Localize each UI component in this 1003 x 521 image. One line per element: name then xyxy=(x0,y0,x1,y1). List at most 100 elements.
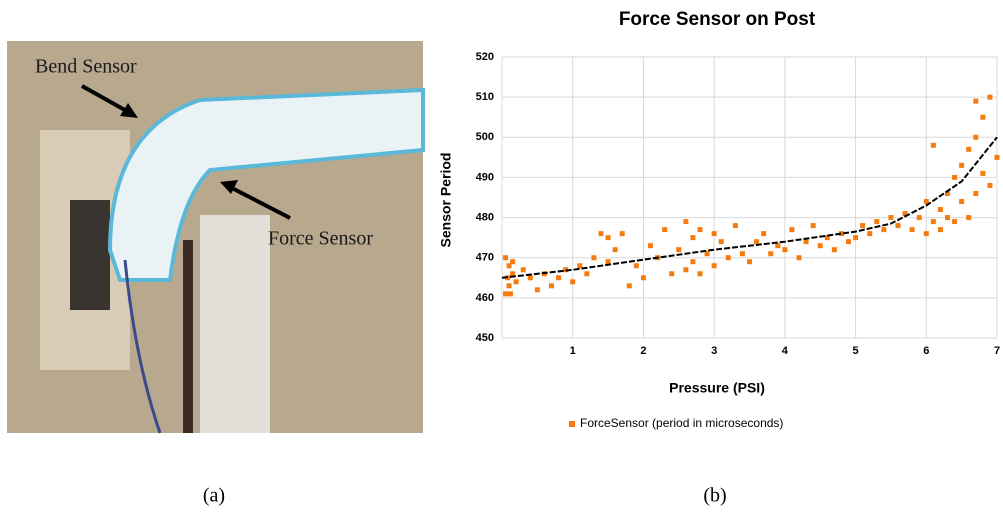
y-tick-label: 450 xyxy=(476,332,494,344)
point xyxy=(987,94,993,100)
caption: (b) xyxy=(703,485,726,507)
y-tick-label: 470 xyxy=(476,252,494,264)
x-tick-label: 4 xyxy=(782,345,789,357)
point xyxy=(853,235,859,241)
point xyxy=(846,239,851,245)
point xyxy=(867,231,873,237)
trend-line xyxy=(501,136,998,279)
point xyxy=(952,219,958,225)
post-board xyxy=(200,215,270,433)
point xyxy=(888,215,894,221)
point xyxy=(503,291,509,297)
point xyxy=(973,98,979,104)
point xyxy=(598,231,604,237)
point xyxy=(937,207,943,213)
point xyxy=(973,134,979,140)
point xyxy=(994,154,1000,160)
point xyxy=(711,231,717,237)
arrow xyxy=(227,184,291,220)
point xyxy=(803,239,809,245)
point xyxy=(874,219,880,225)
point xyxy=(697,271,703,277)
point xyxy=(739,251,745,257)
point xyxy=(711,263,717,269)
arrowhead xyxy=(220,180,238,194)
point xyxy=(605,235,611,241)
point xyxy=(980,170,986,176)
point xyxy=(768,251,774,257)
point xyxy=(513,279,519,285)
post xyxy=(183,240,193,433)
photo: Bend Sensor Force Sensor xyxy=(7,41,425,434)
x-tick-label: 1 xyxy=(570,345,576,357)
point xyxy=(930,142,936,148)
point xyxy=(937,227,943,233)
point xyxy=(612,247,618,253)
x-tick-label: 3 xyxy=(711,345,717,357)
point xyxy=(669,271,675,277)
point xyxy=(930,219,936,225)
y-tick-label: 460 xyxy=(476,292,494,304)
point xyxy=(619,231,625,237)
point xyxy=(549,283,554,289)
caption: (a) xyxy=(203,485,225,507)
point xyxy=(683,219,689,225)
socket xyxy=(70,200,110,310)
point xyxy=(973,190,979,196)
point xyxy=(577,263,583,269)
point xyxy=(817,243,823,249)
point xyxy=(605,259,611,265)
point xyxy=(902,211,908,217)
point xyxy=(676,247,682,253)
y-tick-label: 510 xyxy=(476,91,494,103)
point xyxy=(503,255,509,261)
point xyxy=(966,215,972,221)
point xyxy=(626,283,632,289)
point xyxy=(556,275,562,281)
point xyxy=(690,235,696,241)
point xyxy=(909,227,915,233)
y-axis-label: Sensor Period xyxy=(438,153,454,248)
y-tick-label: 490 xyxy=(476,171,494,183)
point xyxy=(923,199,929,205)
point xyxy=(860,223,866,229)
chart-title: Force Sensor on Post xyxy=(619,9,816,30)
x-tick-label: 6 xyxy=(923,345,929,357)
point xyxy=(584,271,590,277)
point xyxy=(923,231,929,237)
photo-label: Force Sensor xyxy=(268,228,373,250)
point xyxy=(952,174,958,180)
arrowhead xyxy=(120,103,138,118)
point xyxy=(633,263,639,269)
point xyxy=(747,259,752,265)
point xyxy=(527,275,533,281)
point xyxy=(570,279,576,285)
point xyxy=(683,267,689,273)
legend-swatch xyxy=(569,421,575,427)
y-tick-label: 480 xyxy=(476,211,494,223)
point xyxy=(662,227,668,233)
point xyxy=(987,182,993,188)
point xyxy=(775,243,781,249)
x-tick-label: 5 xyxy=(853,345,859,357)
point xyxy=(732,223,738,229)
point xyxy=(959,199,965,205)
point xyxy=(959,162,965,168)
point xyxy=(966,146,972,152)
point xyxy=(591,255,597,261)
y-tick-label: 500 xyxy=(476,131,494,143)
point xyxy=(510,271,516,277)
x-axis-label: Pressure (PSI) xyxy=(669,380,765,396)
point xyxy=(648,243,653,249)
x-tick-label: 2 xyxy=(640,345,646,357)
point xyxy=(640,275,646,281)
point xyxy=(916,215,922,221)
point xyxy=(704,251,710,257)
point xyxy=(506,263,512,269)
point xyxy=(831,247,837,253)
point xyxy=(945,215,950,221)
point xyxy=(838,231,844,237)
point xyxy=(506,283,512,289)
legend-label: ForceSensor (period in microseconds) xyxy=(580,416,783,430)
point xyxy=(510,259,516,265)
